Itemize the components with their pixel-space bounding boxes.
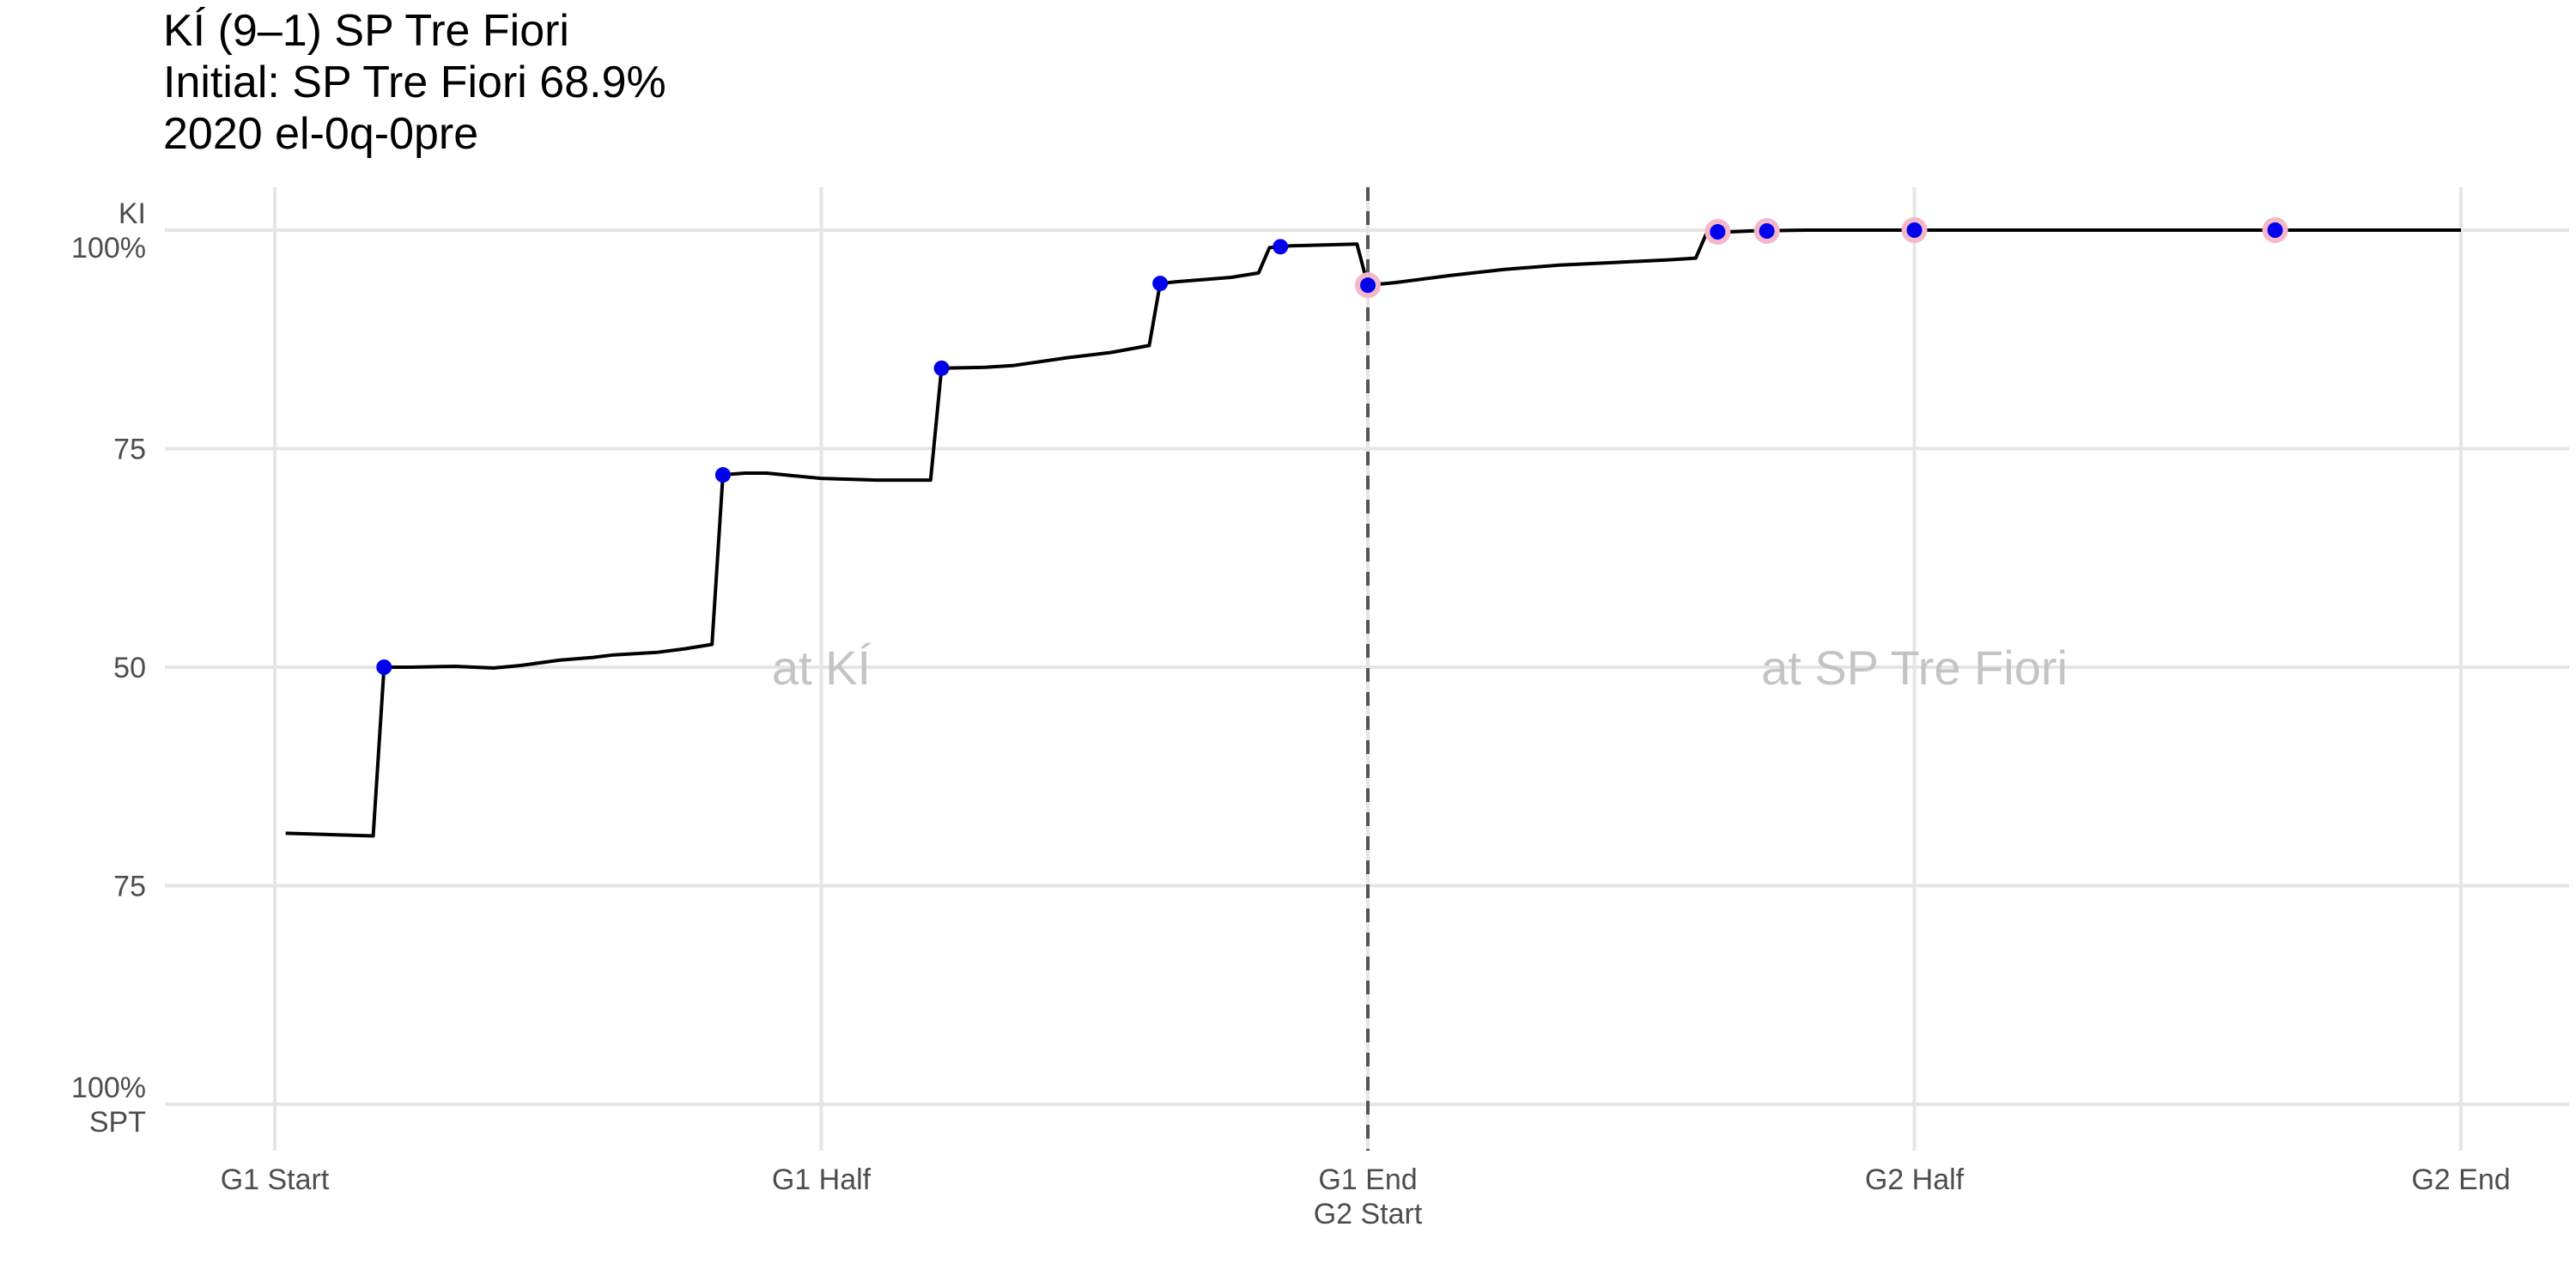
chart-subtitle-line-1: Initial: SP Tre Fiori 68.9%	[163, 58, 666, 107]
x-tick-label-3-0: G2 Half	[1865, 1163, 1965, 1196]
y-tick-label-0-0: KI	[118, 197, 146, 230]
data-point-8	[1906, 222, 1923, 238]
data-point-6	[1710, 224, 1726, 240]
x-tick-label-0-0: G1 Start	[221, 1163, 330, 1196]
x-tick-label-4-0: G2 End	[2411, 1163, 2510, 1196]
y-tick-label-1-0: 75	[113, 434, 146, 466]
data-point-5	[1360, 277, 1376, 294]
region-label-1: at SP Tre Fiori	[1761, 641, 2068, 695]
chart-title-block: KÍ (9–1) SP Tre Fiori Initial: SP Tre Fi…	[163, 5, 666, 160]
x-tick-label-2-0: G1 End	[1318, 1163, 1417, 1196]
data-point-2	[933, 360, 950, 376]
chart-title: KÍ (9–1) SP Tre Fiori	[163, 6, 569, 56]
y-tick-label-0-1: 100%	[71, 232, 146, 264]
data-point-0	[376, 659, 392, 675]
y-tick-label-2-0: 50	[113, 652, 146, 684]
y-tick-label-4-1: SPT	[89, 1106, 146, 1139]
chart-subtitle-line-2: 2020 el-0q-0pre	[163, 109, 479, 159]
data-point-4	[1273, 239, 1289, 255]
data-point-1	[714, 467, 731, 483]
data-point-3	[1152, 276, 1169, 292]
y-tick-label-3-0: 75	[113, 871, 146, 903]
y-tick-label-4-0: 100%	[71, 1072, 146, 1104]
series-line-0	[285, 228, 2461, 838]
x-tick-label-2-1: G2 Start	[1314, 1198, 1423, 1230]
data-point-9	[2267, 222, 2283, 238]
region-label-0: at KÍ	[772, 641, 872, 695]
data-point-7	[1759, 223, 1775, 240]
x-tick-label-1-0: G1 Half	[772, 1163, 872, 1196]
